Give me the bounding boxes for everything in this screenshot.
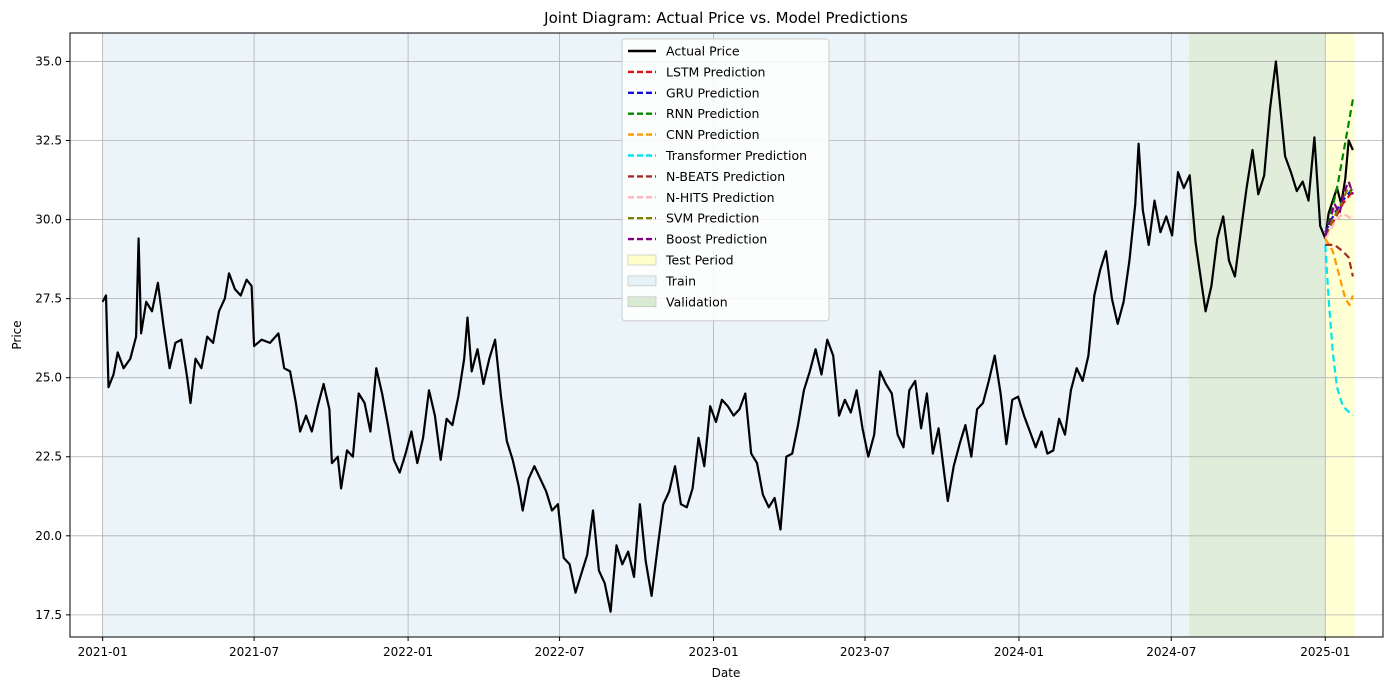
plot-frame bbox=[69, 32, 1384, 638]
region-test-period bbox=[1325, 33, 1355, 637]
x-tick-label: 2021-01 bbox=[78, 645, 128, 659]
legend-label-rnn-prediction: RNN Prediction bbox=[666, 106, 759, 121]
y-axis-label: Price bbox=[10, 320, 24, 349]
legend-label-actual-price: Actual Price bbox=[666, 44, 740, 59]
region-validation bbox=[1188, 33, 1326, 637]
legend-label-gru-prediction: GRU Prediction bbox=[666, 85, 760, 100]
series-line-lstm-prediction bbox=[1324, 190, 1354, 236]
series-line-n-beats-prediction bbox=[1325, 243, 1354, 277]
x-tick-label: 2024-01 bbox=[994, 645, 1044, 659]
legend-label-lstm-prediction: LSTM Prediction bbox=[666, 64, 765, 79]
x-tick-label: 2024-07 bbox=[1146, 645, 1196, 659]
ticks-layer: 2021-01 2021-07 2022-01 2022-07 2023-01 2023-… bbox=[35, 54, 1350, 659]
series-layer bbox=[101, 60, 1354, 613]
series-line-actual-price bbox=[101, 60, 1354, 613]
x-axis-label: Date bbox=[712, 666, 741, 680]
legend-label-validation: Validation bbox=[666, 294, 728, 309]
y-tick-label: 20.0 bbox=[35, 529, 62, 543]
legend-label-test-period: Test Period bbox=[665, 253, 734, 268]
x-tick-label: 2022-07 bbox=[534, 645, 584, 659]
x-tick-label: 2021-07 bbox=[229, 645, 279, 659]
x-tick-label: 2025-01 bbox=[1300, 645, 1350, 659]
legend-label-transformer-prediction: Transformer Prediction bbox=[665, 148, 807, 163]
legend-swatch-validation bbox=[627, 296, 657, 308]
series-line-transformer-prediction bbox=[1324, 244, 1354, 417]
legend-label-train: Train bbox=[665, 273, 696, 288]
regions-layer bbox=[102, 33, 1355, 637]
y-tick-label: 22.5 bbox=[35, 450, 62, 464]
x-tick-label: 2023-07 bbox=[840, 645, 890, 659]
chart-title: Joint Diagram: Actual Price vs. Model Pr… bbox=[543, 9, 908, 27]
legend-swatch-test-period bbox=[627, 254, 657, 266]
y-tick-label: 32.5 bbox=[35, 134, 62, 148]
y-tick-label: 30.0 bbox=[35, 213, 62, 227]
series-line-gru-prediction bbox=[1324, 187, 1354, 233]
x-tick-label: 2022-01 bbox=[383, 645, 433, 659]
series-line-n-hits-prediction bbox=[1324, 212, 1354, 240]
series-line-svm-prediction bbox=[1324, 186, 1354, 236]
legend-box bbox=[621, 38, 830, 322]
x-tick-label: 2023-01 bbox=[688, 645, 738, 659]
series-line-boost-prediction bbox=[1324, 180, 1354, 236]
y-tick-label: 35.0 bbox=[35, 54, 62, 68]
legend-swatch-train bbox=[627, 275, 657, 287]
series-line-cnn-prediction bbox=[1324, 237, 1354, 307]
y-tick-label: 25.0 bbox=[35, 371, 62, 385]
legend-label-n-beats-prediction: N-BEATS Prediction bbox=[666, 169, 785, 184]
y-tick-label: 17.5 bbox=[35, 608, 62, 622]
legend-label-n-hits-prediction: N-HITS Prediction bbox=[666, 190, 775, 205]
legend-label-cnn-prediction: CNN Prediction bbox=[666, 127, 760, 142]
y-tick-label: 27.5 bbox=[35, 292, 62, 306]
legend: Actual Price LSTM Prediction GRU Predictio… bbox=[621, 38, 830, 322]
legend-label-svm-prediction: SVM Prediction bbox=[666, 211, 759, 226]
legend-label-boost-prediction: Boost Prediction bbox=[666, 232, 767, 247]
